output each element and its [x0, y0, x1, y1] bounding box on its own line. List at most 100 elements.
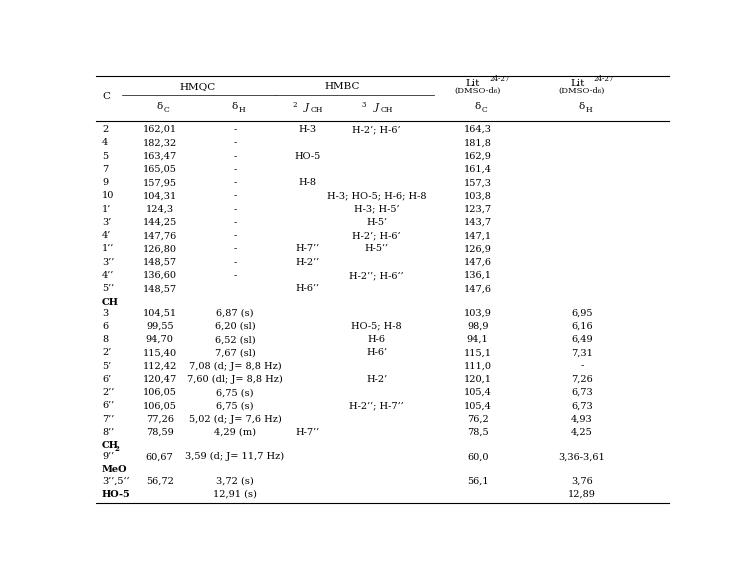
Text: (DMSO-d₆): (DMSO-d₆)	[454, 87, 501, 95]
Text: 111,0: 111,0	[464, 362, 492, 371]
Text: 7’’: 7’’	[102, 414, 114, 424]
Text: 103,9: 103,9	[464, 309, 492, 317]
Text: 4’’: 4’’	[102, 271, 114, 280]
Text: J: J	[374, 103, 379, 112]
Text: 144,25: 144,25	[142, 218, 177, 227]
Text: 4,25: 4,25	[571, 428, 592, 437]
Text: 7,08 (d; J= 8,8 Hz): 7,08 (d; J= 8,8 Hz)	[189, 362, 281, 371]
Text: δ: δ	[579, 102, 585, 111]
Text: H-3; HO-5; H-6; H-8: H-3; HO-5; H-6; H-8	[327, 192, 426, 200]
Text: 7: 7	[102, 165, 108, 174]
Text: 3’’: 3’’	[102, 258, 114, 267]
Text: 3,59 (d; J= 11,7 Hz): 3,59 (d; J= 11,7 Hz)	[185, 452, 284, 461]
Text: H-2’’; H-6’’: H-2’’; H-6’’	[349, 271, 404, 280]
Text: 12,89: 12,89	[568, 490, 596, 499]
Text: C: C	[102, 92, 110, 101]
Text: 3: 3	[102, 309, 108, 317]
Text: 56,72: 56,72	[145, 476, 174, 486]
Text: 3’’,5’’: 3’’,5’’	[102, 476, 129, 486]
Text: 143,7: 143,7	[464, 218, 492, 227]
Text: H-2’; H-6’: H-2’; H-6’	[352, 231, 401, 241]
Text: 6: 6	[102, 322, 108, 331]
Text: 4,29 (m): 4,29 (m)	[214, 428, 256, 437]
Text: -: -	[233, 271, 236, 280]
Text: 5: 5	[102, 152, 108, 161]
Text: 12,91 (s): 12,91 (s)	[213, 490, 257, 499]
Text: H-5’’: H-5’’	[365, 245, 389, 254]
Text: -: -	[233, 165, 236, 174]
Text: 78,5: 78,5	[467, 428, 489, 437]
Text: 165,05: 165,05	[142, 165, 177, 174]
Text: 157,3: 157,3	[464, 178, 492, 187]
Text: 56,1: 56,1	[467, 476, 489, 486]
Text: MeO: MeO	[102, 466, 128, 475]
Text: 7,60 (dl; J= 8,8 Hz): 7,60 (dl; J= 8,8 Hz)	[187, 375, 283, 384]
Text: 2: 2	[114, 445, 119, 453]
Text: 6,75 (s): 6,75 (s)	[216, 401, 254, 410]
Text: 123,7: 123,7	[464, 205, 492, 214]
Text: 6,73: 6,73	[571, 401, 592, 410]
Text: δ: δ	[232, 102, 238, 111]
Text: 105,4: 105,4	[464, 401, 492, 410]
Text: H-2’: H-2’	[366, 375, 387, 384]
Text: 2: 2	[292, 100, 297, 108]
Text: 103,8: 103,8	[464, 192, 492, 200]
Text: CH: CH	[380, 106, 392, 114]
Text: 106,05: 106,05	[142, 388, 177, 397]
Text: -: -	[233, 245, 236, 254]
Text: 126,80: 126,80	[142, 245, 177, 254]
Text: 136,1: 136,1	[464, 271, 492, 280]
Text: H-2’’; H-7’’: H-2’’; H-7’’	[349, 401, 404, 410]
Text: 6,52 (sl): 6,52 (sl)	[215, 335, 255, 344]
Text: 6,87 (s): 6,87 (s)	[216, 309, 254, 317]
Text: H-7’’: H-7’’	[295, 245, 319, 254]
Text: 2’: 2’	[102, 348, 111, 358]
Text: H-7’’: H-7’’	[295, 428, 319, 437]
Text: -: -	[233, 218, 236, 227]
Text: 147,6: 147,6	[464, 258, 492, 267]
Text: H-6: H-6	[368, 335, 386, 344]
Text: 7,26: 7,26	[571, 375, 592, 384]
Text: HMQC: HMQC	[179, 82, 216, 91]
Text: 104,31: 104,31	[142, 192, 177, 200]
Text: (DMSO-d₆): (DMSO-d₆)	[559, 87, 605, 95]
Text: CH: CH	[102, 297, 119, 307]
Text: HO-5; H-8: HO-5; H-8	[351, 322, 402, 331]
Text: -: -	[233, 258, 236, 267]
Text: 164,3: 164,3	[464, 125, 492, 134]
Text: 104,51: 104,51	[142, 309, 177, 317]
Text: C: C	[164, 106, 169, 114]
Text: H: H	[239, 106, 245, 114]
Text: 163,47: 163,47	[142, 152, 177, 161]
Text: 3,72 (s): 3,72 (s)	[216, 476, 254, 486]
Text: 7,31: 7,31	[571, 348, 593, 358]
Text: Lit: Lit	[570, 79, 584, 88]
Text: 60,0: 60,0	[467, 452, 489, 461]
Text: H-6’’: H-6’’	[295, 284, 319, 293]
Text: H-2’; H-6’: H-2’; H-6’	[352, 125, 401, 134]
Text: 24-27: 24-27	[489, 75, 510, 83]
Text: 6,75 (s): 6,75 (s)	[216, 388, 254, 397]
Text: 120,47: 120,47	[142, 375, 177, 384]
Text: 9: 9	[102, 178, 108, 187]
Text: H-3: H-3	[298, 125, 316, 134]
Text: 3,36-3,61: 3,36-3,61	[559, 452, 605, 461]
Text: 147,6: 147,6	[464, 284, 492, 293]
Text: Lit: Lit	[466, 79, 480, 88]
Text: δ: δ	[474, 102, 481, 111]
Text: 181,8: 181,8	[464, 138, 492, 148]
Text: 4,93: 4,93	[571, 414, 592, 424]
Text: 8’’: 8’’	[102, 428, 114, 437]
Text: -: -	[233, 231, 236, 241]
Text: 120,1: 120,1	[464, 375, 492, 384]
Text: 6,16: 6,16	[571, 322, 592, 331]
Text: 147,76: 147,76	[142, 231, 177, 241]
Text: 78,59: 78,59	[146, 428, 174, 437]
Text: 24-27: 24-27	[593, 75, 614, 83]
Text: 112,42: 112,42	[142, 362, 177, 371]
Text: 1’’: 1’’	[102, 245, 114, 254]
Text: CH: CH	[102, 441, 119, 450]
Text: -: -	[233, 138, 236, 148]
Text: 106,05: 106,05	[142, 401, 177, 410]
Text: -: -	[580, 362, 583, 371]
